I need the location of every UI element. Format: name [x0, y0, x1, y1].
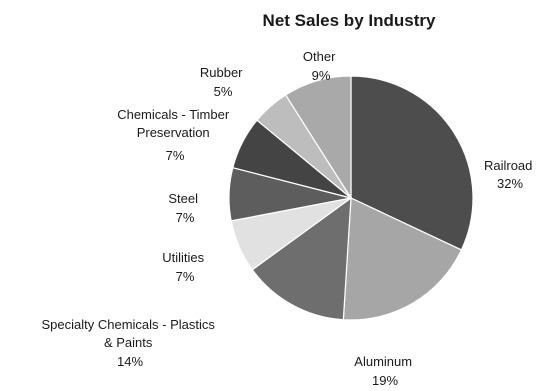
slice-label-specialty-chemicals: Specialty Chemicals - Plastics & Paints … [41, 317, 218, 369]
pie-slices [228, 75, 474, 321]
pie-slice-aluminum [342, 197, 463, 321]
chart-title: Net Sales by Industry [263, 11, 436, 30]
slice-label-rubber: Rubber 5% [200, 65, 246, 99]
slice-label-steel: Steel 7% [168, 191, 201, 225]
pie-slice-railroad [350, 75, 474, 251]
slice-label-aluminum: Aluminum 19% [354, 354, 415, 388]
slice-label-railroad: Railroad 32% [484, 158, 536, 191]
pie-slice-other [284, 75, 352, 201]
slice-label-utilities: Utilities 7% [162, 250, 208, 284]
slice-label-other: Other 9% [303, 49, 339, 83]
pie-slice-specialty-chemicals-plastics-paints [251, 196, 352, 321]
slice-label-chemicals-timber: Chemicals - Timber Preservation 7% [117, 107, 233, 163]
